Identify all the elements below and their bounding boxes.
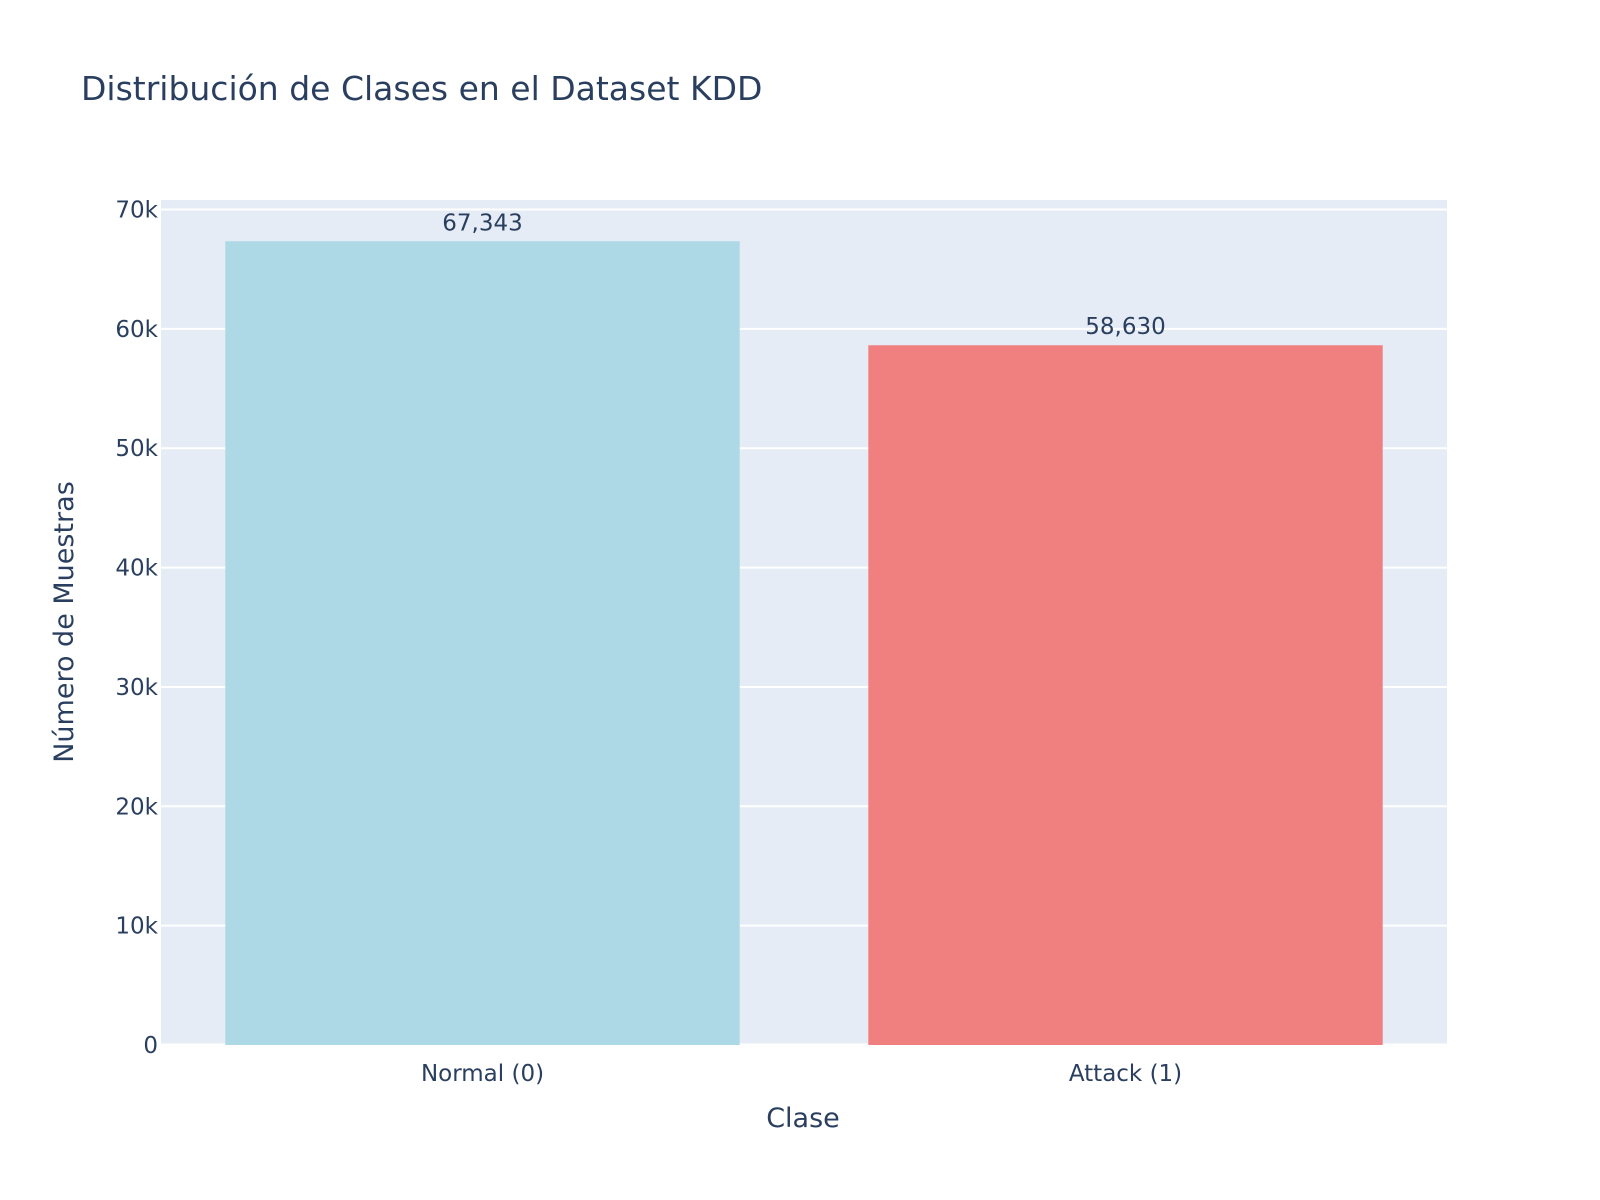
y-axis-ticks: 0 10k 20k 30k 40k 50k 60k 70k xyxy=(115,198,158,1059)
chart-title: Distribución de Clases en el Dataset KDD xyxy=(81,69,762,108)
x-tick-label: Normal (0) xyxy=(421,1061,544,1087)
y-tick-label: 40k xyxy=(115,556,158,582)
bar-normal xyxy=(225,241,740,1045)
y-tick-label: 20k xyxy=(115,794,158,820)
x-tick-label: Attack (1) xyxy=(1069,1061,1182,1087)
y-tick-label: 10k xyxy=(115,914,158,940)
y-tick-label: 0 xyxy=(143,1033,158,1059)
bars xyxy=(225,241,1383,1046)
bar-attack xyxy=(868,345,1383,1046)
y-axis-title: Número de Muestras xyxy=(49,481,80,763)
x-axis-ticks: Normal (0) Attack (1) xyxy=(421,1061,1182,1087)
y-tick-label: 50k xyxy=(115,436,158,462)
y-tick-label: 70k xyxy=(115,198,158,224)
bar-value-label: 67,343 xyxy=(442,210,522,236)
data-labels: 67,343 58,630 xyxy=(442,210,1165,340)
y-tick-label: 60k xyxy=(115,317,158,343)
y-tick-label: 30k xyxy=(115,675,158,701)
x-axis-title: Clase xyxy=(766,1103,840,1134)
bar-value-label: 58,630 xyxy=(1085,314,1165,340)
